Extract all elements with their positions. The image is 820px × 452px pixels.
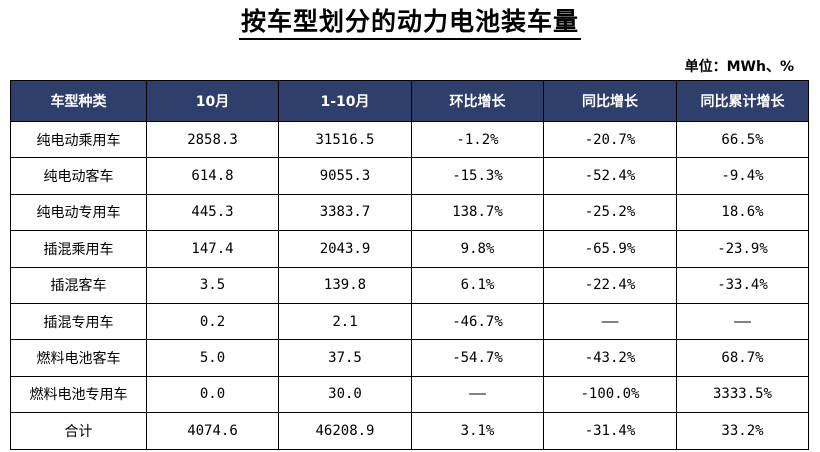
cell-vehicle-type: 合计 [10,412,147,450]
table-row: 纯电动专用车 445.3 3383.7 138.7% -25.2% 18.6% [10,193,809,232]
cell-cumulative-yoy-growth: -9.4% [676,157,809,195]
cell-jan-oct: 9055.3 [278,157,412,195]
cell-mom-growth: -54.7% [411,339,544,377]
cell-vehicle-type: 纯电动专用车 [10,193,147,232]
header-vehicle-type: 车型种类 [10,80,147,122]
cell-jan-oct: 37.5 [278,339,412,377]
table-row: 插混客车 3.5 139.8 6.1% -22.4% -33.4% [10,266,809,304]
cell-yoy-growth: -52.4% [543,157,677,195]
cell-yoy-growth: -65.9% [543,230,677,268]
cell-jan-oct: 2043.9 [278,230,412,268]
header-mom-growth: 环比增长 [411,80,544,122]
cell-vehicle-type: 纯电动乘用车 [10,120,147,159]
cell-mom-growth: 6.1% [411,266,544,304]
cell-cumulative-yoy-growth: -33.4% [676,266,809,304]
cell-cumulative-yoy-growth: 33.2% [676,412,809,450]
cell-jan-oct: 46208.9 [278,412,412,450]
table-row: 燃料电池客车 5.0 37.5 -54.7% -43.2% 68.7% [10,339,809,377]
cell-vehicle-type: 燃料电池专用车 [10,375,147,414]
cell-yoy-growth: -100.0% [543,375,677,414]
cell-jan-oct: 139.8 [278,266,412,304]
cell-october: 2858.3 [146,120,279,159]
table-row: 燃料电池专用车 0.0 30.0 —— -100.0% 3333.5% [10,375,809,414]
cell-yoy-growth: -20.7% [543,120,677,159]
cell-october: 445.3 [146,193,279,232]
table-body: 纯电动乘用车 2858.3 31516.5 -1.2% -20.7% 66.5% 纯电动客车… [10,120,809,450]
cell-october: 5.0 [146,339,279,377]
cell-jan-oct: 31516.5 [278,120,412,159]
cell-vehicle-type: 纯电动客车 [10,157,147,195]
cell-yoy-growth: —— [543,302,677,341]
cell-october: 0.2 [146,302,279,341]
cell-mom-growth: -46.7% [411,302,544,341]
cell-mom-growth: -1.2% [411,120,544,159]
cell-october: 0.0 [146,375,279,414]
table-row: 纯电动客车 614.8 9055.3 -15.3% -52.4% -9.4% [10,157,809,195]
battery-volume-table: 车型种类 10月 1-10月 环比增长 同比增长 同比累计增长 纯电动乘用车 28… [10,80,809,450]
cell-jan-oct: 30.0 [278,375,412,414]
header-yoy-growth: 同比增长 [543,80,677,122]
cell-mom-growth: 138.7% [411,193,544,232]
table-row: 合计 4074.6 46208.9 3.1% -31.4% 33.2% [10,412,809,450]
cell-vehicle-type: 插混乘用车 [10,230,147,268]
cell-october: 147.4 [146,230,279,268]
cell-yoy-growth: -43.2% [543,339,677,377]
cell-cumulative-yoy-growth: 3333.5% [676,375,809,414]
cell-october: 614.8 [146,157,279,195]
cell-cumulative-yoy-growth: 18.6% [676,193,809,232]
cell-yoy-growth: -31.4% [543,412,677,450]
cell-mom-growth: -15.3% [411,157,544,195]
page-title: 按车型划分的动力电池装车量 [0,6,820,40]
cell-vehicle-type: 插混专用车 [10,302,147,341]
unit-label: 单位：MWh、% [684,59,794,75]
cell-cumulative-yoy-growth: —— [676,302,809,341]
table-row: 插混专用车 0.2 2.1 -46.7% —— —— [10,302,809,341]
cell-yoy-growth: -25.2% [543,193,677,232]
cell-cumulative-yoy-growth: 68.7% [676,339,809,377]
cell-mom-growth: —— [411,375,544,414]
cell-jan-oct: 2.1 [278,302,412,341]
cell-cumulative-yoy-growth: -23.9% [676,230,809,268]
cell-vehicle-type: 燃料电池客车 [10,339,147,377]
cell-yoy-growth: -22.4% [543,266,677,304]
title-text: 按车型划分的动力电池装车量 [238,6,581,40]
cell-october: 3.5 [146,266,279,304]
table-row: 纯电动乘用车 2858.3 31516.5 -1.2% -20.7% 66.5% [10,120,809,159]
header-october: 10月 [146,80,279,122]
table-header-row: 车型种类 10月 1-10月 环比增长 同比增长 同比累计增长 [10,80,809,122]
cell-mom-growth: 9.8% [411,230,544,268]
cell-october: 4074.6 [146,412,279,450]
header-cumulative-yoy-growth: 同比累计增长 [676,80,809,122]
cell-cumulative-yoy-growth: 66.5% [676,120,809,159]
cell-mom-growth: 3.1% [411,412,544,450]
cell-vehicle-type: 插混客车 [10,266,147,304]
header-jan-oct: 1-10月 [278,80,412,122]
cell-jan-oct: 3383.7 [278,193,412,232]
table-row: 插混乘用车 147.4 2043.9 9.8% -65.9% -23.9% [10,230,809,268]
